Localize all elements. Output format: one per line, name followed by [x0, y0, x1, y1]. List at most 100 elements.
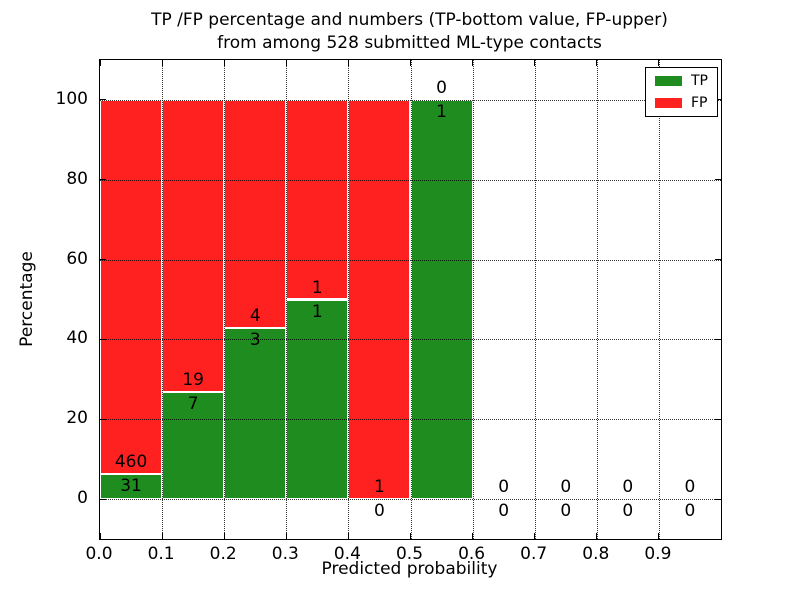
vertical-gridline: [224, 60, 226, 539]
chart-title-line-2: from among 528 submitted ML-type contact…: [217, 33, 602, 53]
x-tick-mark: [285, 60, 287, 66]
legend-label-tp: TP: [691, 73, 708, 89]
x-tick-mark: [596, 533, 598, 539]
fp-count-label: 460: [114, 451, 148, 472]
x-tick-mark: [161, 533, 163, 539]
fp-count-label: 1: [311, 277, 323, 298]
x-tick-mark: [410, 533, 411, 539]
tp-bar-segment: [224, 328, 287, 500]
y-tick-mark: [100, 259, 106, 261]
chart-title: TP /FP percentage and numbers (TP-bottom…: [99, 9, 720, 55]
tp-count-label: 1: [311, 301, 323, 322]
y-tick-mark: [100, 179, 106, 181]
vertical-gridline: [472, 60, 474, 539]
vertical-gridline: [534, 60, 536, 539]
x-tick-label: 0.8: [582, 544, 610, 564]
y-tick-mark: [100, 99, 106, 101]
x-tick-mark: [223, 533, 225, 539]
x-tick-mark: [658, 60, 660, 66]
x-tick-mark: [596, 60, 598, 66]
fp-count-label: 4: [249, 306, 261, 326]
fp-swatch-icon: [655, 98, 682, 108]
x-tick-mark: [534, 533, 536, 539]
fp-bar-segment: [224, 99, 287, 328]
y-tick-mark: [100, 498, 106, 500]
x-tick-mark: [99, 533, 101, 539]
y-tick-mark: [715, 418, 721, 420]
y-tick-label: 100: [55, 88, 88, 109]
x-tick-label: 0.6: [458, 544, 486, 564]
horizontal-gridline: [100, 339, 721, 341]
fp-bar-segment: [348, 99, 411, 500]
x-tick-mark: [161, 60, 163, 66]
x-tick-mark: [285, 533, 287, 539]
y-tick-label: 0: [77, 488, 88, 509]
fp-bar-segment: [286, 99, 349, 300]
x-tick-label: 0.0: [85, 544, 113, 564]
legend-label-fp: FP: [691, 95, 708, 111]
legend: TP FP: [645, 67, 718, 117]
horizontal-gridline: [100, 259, 721, 261]
y-tick-label: 20: [66, 408, 88, 429]
y-tick-mark: [715, 259, 721, 261]
tp-count-label: 0: [374, 501, 385, 522]
horizontal-gridline: [100, 179, 721, 181]
tp-bar-segment: [410, 99, 473, 500]
y-tick-mark: [715, 338, 721, 340]
tp-count-label: 7: [187, 393, 199, 414]
chart-title-line-1: TP /FP percentage and numbers (TP-bottom…: [151, 10, 668, 30]
x-tick-mark: [658, 533, 660, 539]
fp-count-label: 0: [560, 477, 572, 498]
vertical-gridline: [596, 60, 598, 539]
vertical-gridline: [162, 60, 164, 539]
vertical-gridline: [410, 60, 412, 539]
tp-swatch-icon: [655, 76, 682, 86]
legend-entry-fp: FP: [655, 96, 708, 110]
x-tick-mark: [472, 533, 474, 539]
y-tick-label: 60: [66, 248, 88, 269]
y-tick-mark: [715, 179, 721, 181]
x-tick-mark: [410, 60, 411, 66]
fp-count-label: 0: [622, 477, 634, 498]
tp-bar-segment: [100, 473, 163, 500]
tp-count-label: 0: [560, 501, 572, 522]
x-tick-mark: [347, 60, 349, 66]
tp-count-label: 3: [249, 330, 261, 350]
horizontal-gridline: [100, 99, 721, 101]
plot-area: 460 31 19 7 4 3 1 1 1 0 0 1 0 0 0 0 0 0 0 0 TP FP: [99, 59, 722, 540]
vertical-gridline: [348, 60, 350, 539]
y-tick-mark: [715, 99, 721, 101]
x-tick-label: 0.1: [147, 544, 175, 564]
fp-count-label: 0: [436, 77, 447, 98]
horizontal-gridline: [100, 499, 721, 501]
tp-count-label: 0: [622, 501, 634, 522]
x-axis-label: Predicted probability: [321, 559, 498, 579]
x-tick-label: 0.2: [209, 544, 237, 564]
vertical-gridline: [658, 60, 660, 539]
fp-bar-segment: [100, 99, 163, 474]
fp-count-label: 1: [374, 477, 385, 498]
vertical-gridline: [286, 60, 288, 539]
y-tick-label: 40: [66, 328, 88, 349]
y-tick-label: 80: [66, 168, 88, 189]
fp-count-label: 19: [182, 369, 204, 390]
x-tick-mark: [99, 60, 101, 66]
x-tick-mark: [534, 60, 536, 66]
y-tick-mark: [100, 418, 106, 420]
x-tick-label: 0.5: [395, 544, 424, 564]
tp-bar-segment: [286, 299, 349, 500]
x-tick-label: 0.3: [271, 544, 299, 564]
tp-count-label: 31: [120, 475, 142, 496]
x-tick-mark: [472, 60, 474, 66]
tp-count-label: 1: [436, 101, 447, 122]
y-tick-mark: [100, 338, 106, 340]
legend-entry-tp: TP: [655, 74, 708, 88]
tp-count-label: 0: [498, 501, 510, 522]
y-tick-mark: [715, 498, 721, 500]
x-tick-mark: [223, 60, 225, 66]
horizontal-gridline: [100, 419, 721, 421]
x-tick-label: 0.9: [644, 544, 672, 564]
fp-count-label: 0: [684, 477, 696, 498]
fp-bar-segment: [162, 99, 225, 392]
